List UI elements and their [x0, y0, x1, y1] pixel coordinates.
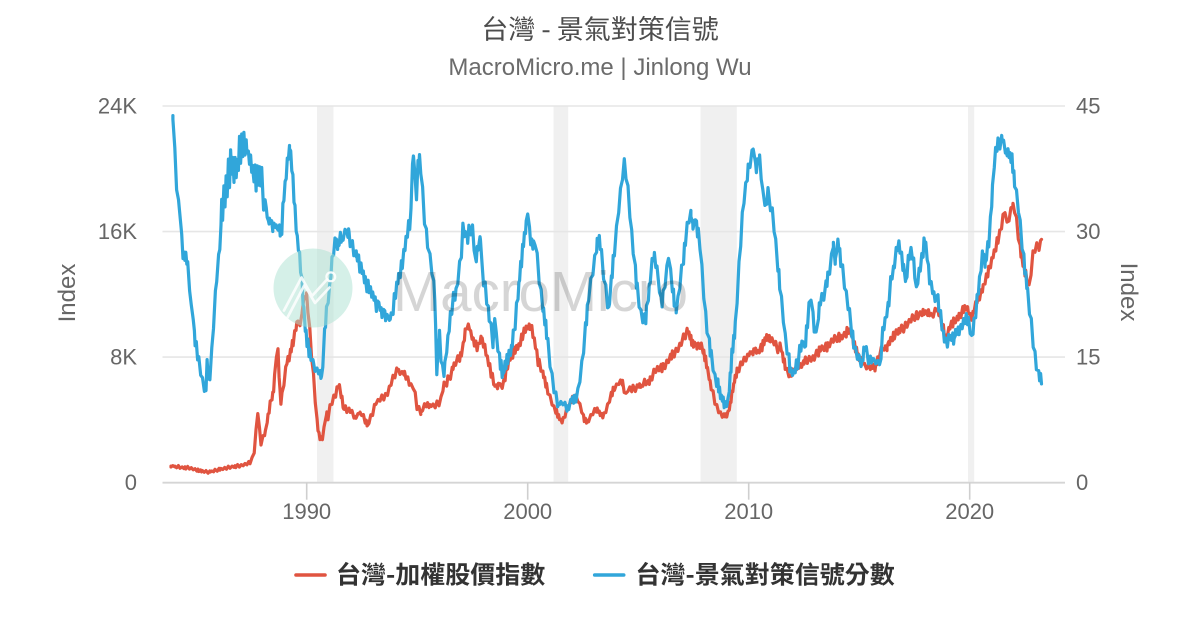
- svg-text:MacroMicro: MacroMicro: [393, 260, 688, 323]
- svg-text:30: 30: [1076, 219, 1100, 244]
- svg-text:2000: 2000: [503, 499, 552, 524]
- svg-text:2020: 2020: [945, 499, 994, 524]
- svg-text:1990: 1990: [282, 499, 331, 524]
- svg-text:MacroMicro.me | Jinlong Wu: MacroMicro.me | Jinlong Wu: [448, 54, 751, 81]
- svg-text:Index: Index: [54, 264, 81, 323]
- svg-text:24K: 24K: [98, 94, 137, 119]
- svg-text:2010: 2010: [724, 499, 773, 524]
- svg-text:15: 15: [1076, 345, 1100, 370]
- svg-text:45: 45: [1076, 94, 1100, 119]
- svg-text:0: 0: [125, 470, 137, 495]
- svg-text:0: 0: [1076, 470, 1088, 495]
- svg-text:16K: 16K: [98, 219, 137, 244]
- svg-text:8K: 8K: [110, 345, 137, 370]
- svg-text:Index: Index: [1115, 263, 1142, 322]
